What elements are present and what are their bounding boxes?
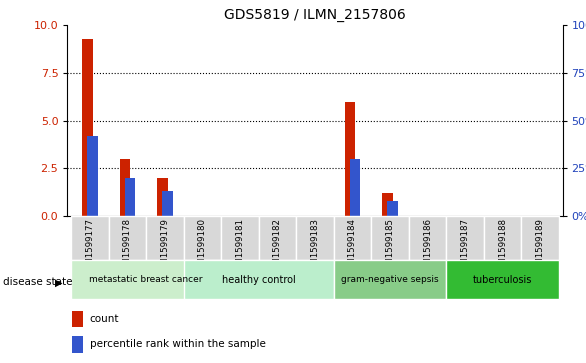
Bar [71, 260, 221, 299]
Text: GSM1599183: GSM1599183 [311, 218, 319, 276]
Text: GSM1599184: GSM1599184 [348, 218, 357, 276]
Bar [87, 136, 98, 216]
Text: tuberculosis: tuberculosis [473, 274, 532, 285]
Text: healthy control: healthy control [222, 274, 295, 285]
Text: GSM1599187: GSM1599187 [461, 218, 469, 276]
Bar [382, 193, 393, 216]
Text: GSM1599188: GSM1599188 [498, 218, 507, 276]
Bar [221, 216, 258, 260]
Bar [71, 216, 108, 260]
Bar [334, 260, 447, 299]
Text: GSM1599179: GSM1599179 [161, 218, 169, 276]
Text: GSM1599181: GSM1599181 [236, 218, 244, 276]
Bar [522, 216, 559, 260]
Bar [387, 201, 398, 216]
Bar [72, 310, 83, 327]
Bar [372, 216, 409, 260]
Bar [334, 216, 372, 260]
Bar [447, 216, 484, 260]
Bar [258, 216, 296, 260]
Text: GSM1599177: GSM1599177 [86, 218, 94, 276]
Text: GSM1599189: GSM1599189 [536, 218, 544, 276]
Text: GSM1599178: GSM1599178 [123, 218, 132, 276]
Text: GSM1599185: GSM1599185 [386, 218, 394, 276]
Text: GSM1599186: GSM1599186 [423, 218, 432, 276]
Title: GDS5819 / ILMN_2157806: GDS5819 / ILMN_2157806 [224, 8, 406, 22]
Text: disease state: disease state [3, 277, 73, 287]
Bar [409, 216, 447, 260]
Bar [157, 178, 168, 216]
Bar [82, 39, 93, 216]
Bar [447, 260, 559, 299]
Text: GSM1599182: GSM1599182 [273, 218, 282, 276]
Bar [146, 216, 183, 260]
Bar [183, 216, 221, 260]
Bar [345, 102, 355, 216]
Bar [484, 216, 522, 260]
Text: GSM1599180: GSM1599180 [198, 218, 207, 276]
Bar [120, 159, 130, 216]
Bar [162, 191, 173, 216]
Bar [125, 178, 135, 216]
Bar [350, 159, 360, 216]
Bar [296, 216, 334, 260]
Text: gram-negative sepsis: gram-negative sepsis [341, 275, 439, 284]
Bar [108, 216, 146, 260]
Bar [183, 260, 334, 299]
Text: ▶: ▶ [54, 277, 62, 287]
Text: percentile rank within the sample: percentile rank within the sample [90, 339, 265, 350]
Bar [72, 337, 83, 352]
Text: count: count [90, 314, 119, 323]
Text: metastatic breast cancer: metastatic breast cancer [90, 275, 203, 284]
